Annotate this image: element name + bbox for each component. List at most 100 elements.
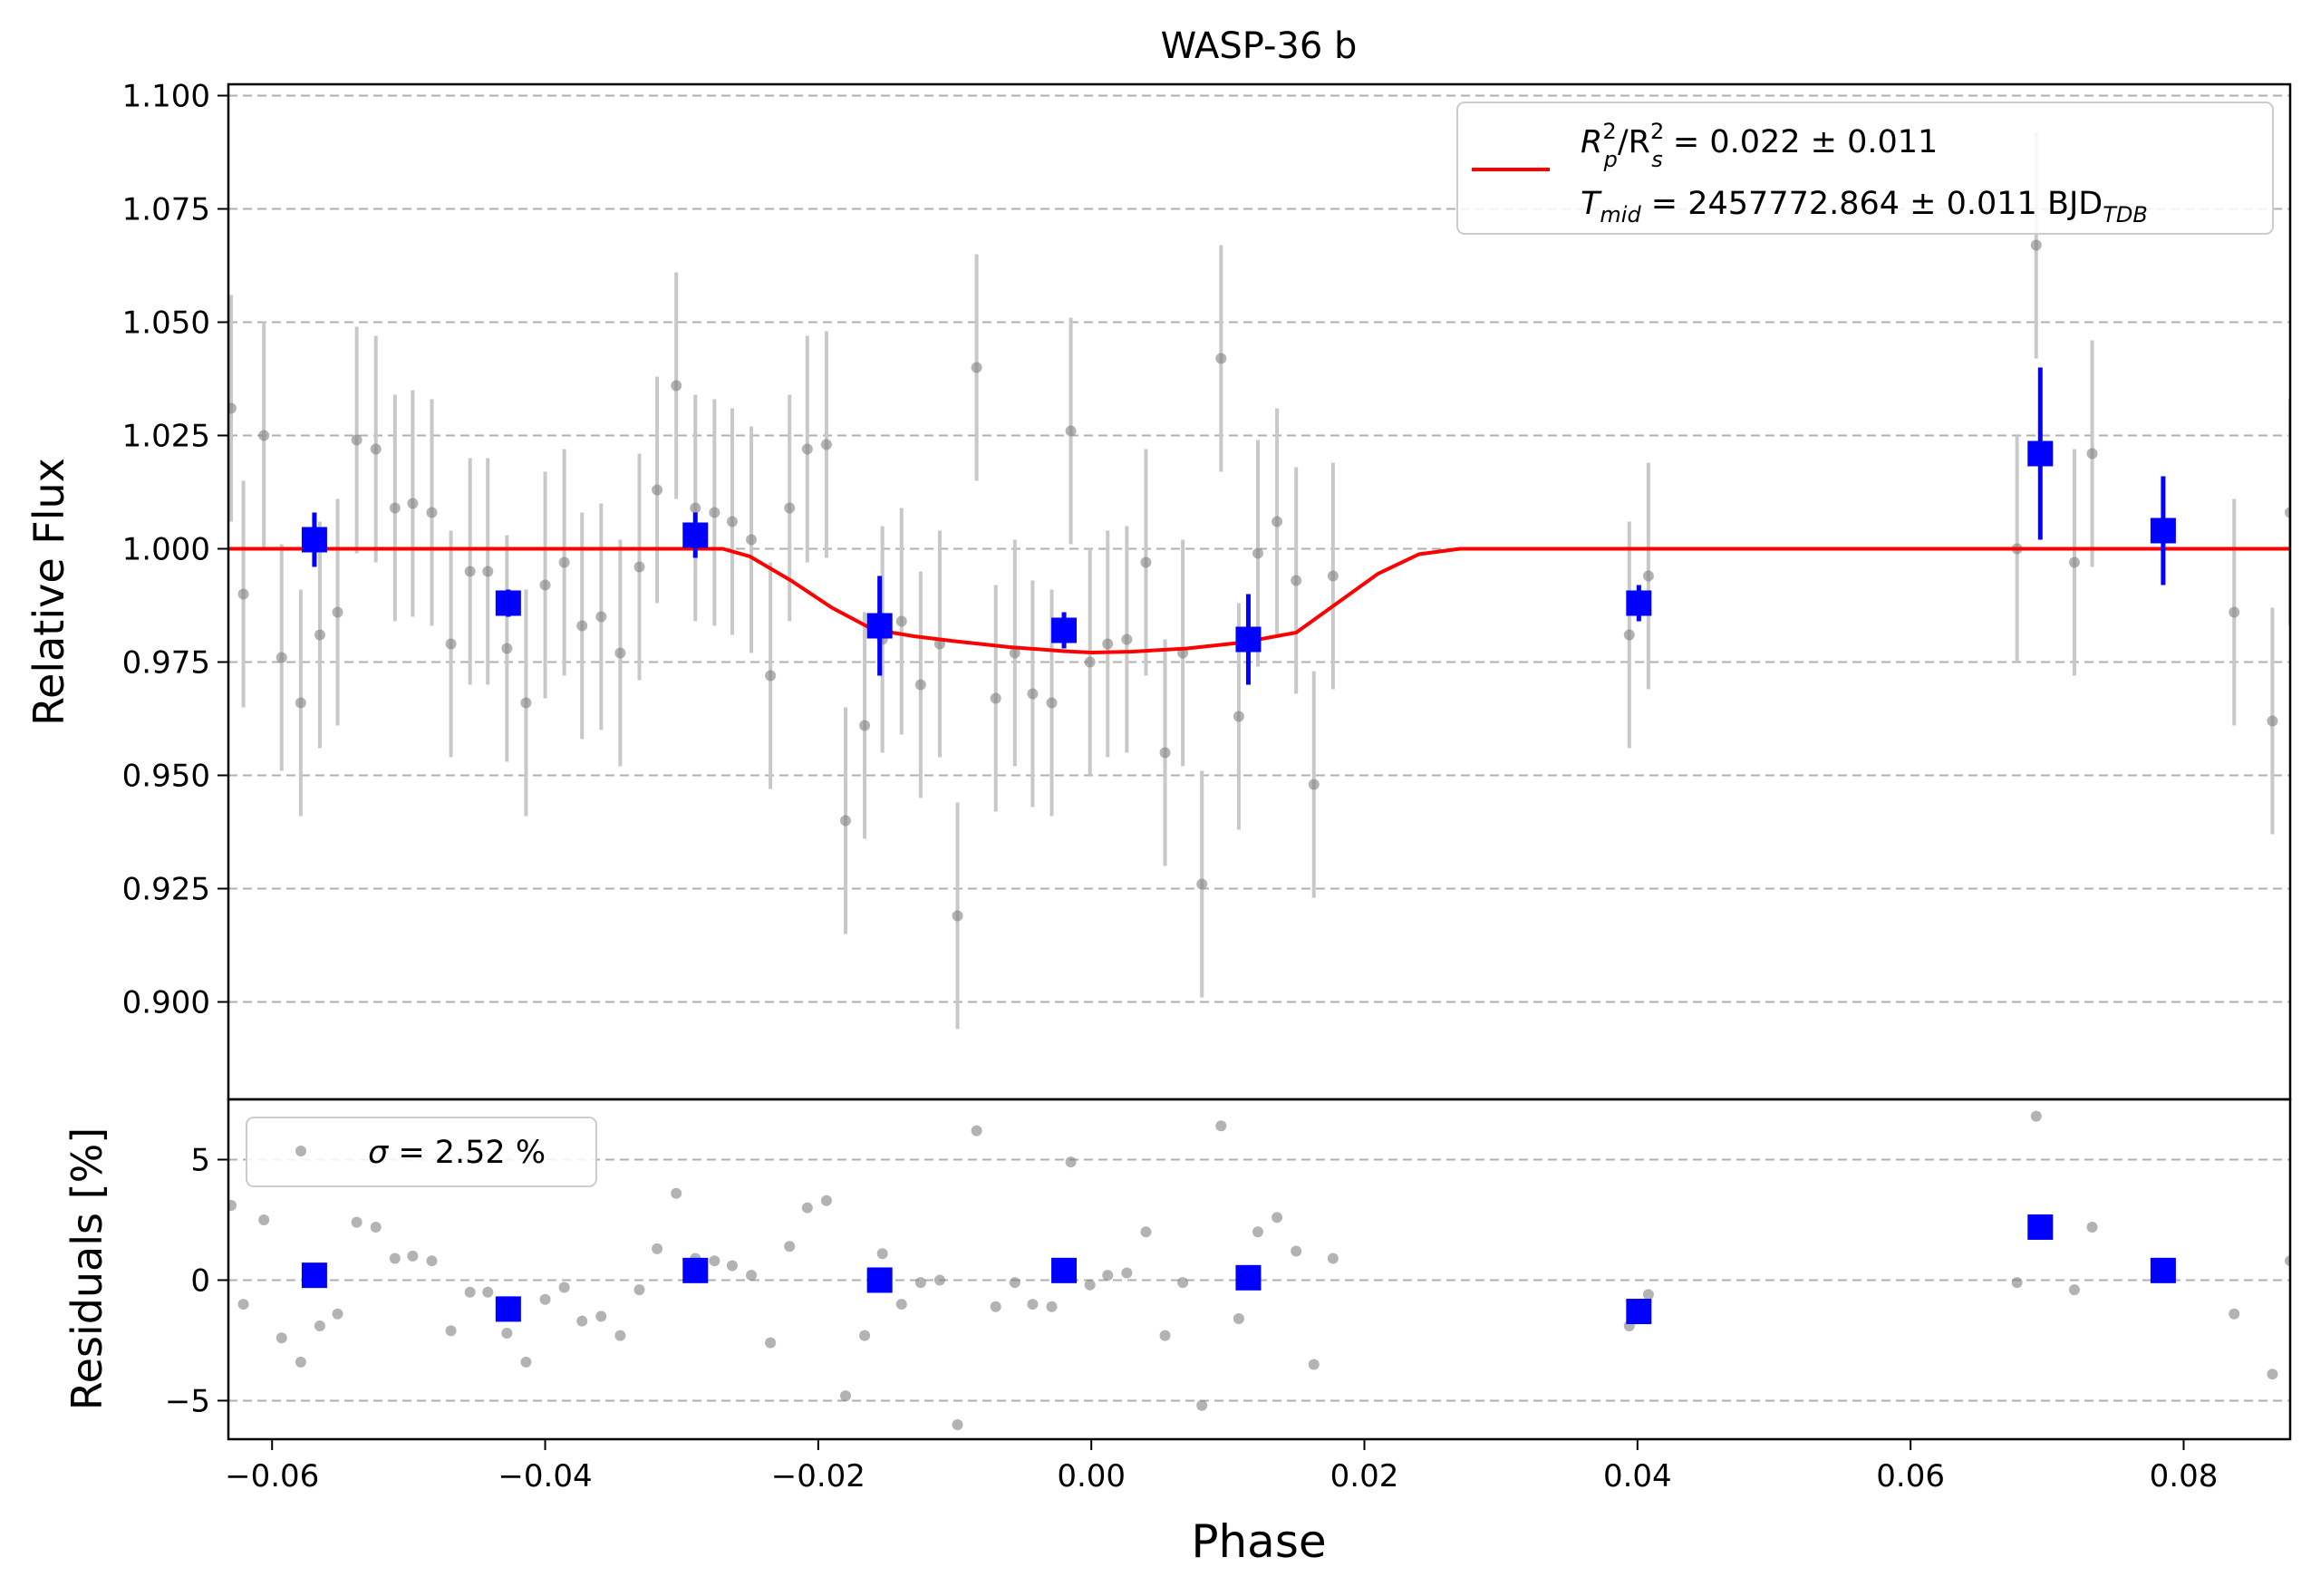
phase-x-tick-label: −0.02 [771,1458,865,1494]
flux-raw-point [1252,547,1263,559]
residuals-raw-point [2086,1221,2098,1233]
flux-raw-point [1027,688,1039,700]
flux-raw-point [1642,570,1654,582]
flux-raw-point [520,697,532,709]
phase-x-ticks: −0.06 −0.04 −0.02 0.00 0.02 0.04 0.06 0.08 [225,1439,2218,1494]
residuals-binned-point [682,1257,709,1283]
flux-raw-point [2267,715,2278,727]
flux-raw-point [1623,629,1635,641]
residuals-raw-point [314,1320,325,1331]
residuals-raw-point [1252,1226,1263,1238]
flux-raw-point [895,615,907,627]
residuals-raw-point [895,1299,907,1311]
residuals-raw-point [2011,1277,2023,1289]
flux-raw-point [595,611,607,623]
residuals-binned-point [1051,1257,1078,1283]
flux-raw-point [2030,239,2042,251]
residuals-raw-point [1140,1226,1152,1238]
flux-raw-point [2285,507,2290,518]
residuals-y-ticks: −5 0 5 [165,1142,228,1419]
flux-raw-point [746,534,758,546]
residuals-raw-point [746,1270,758,1282]
flux-raw-point [1215,353,1227,364]
flux-raw-point [228,402,237,414]
residuals-raw-point [1121,1267,1133,1279]
residuals-raw-point [258,1214,270,1225]
flux-raw-point [1159,747,1171,759]
residuals-raw-point [1027,1299,1039,1311]
residuals-raw-point [914,1277,926,1289]
residuals-raw-point [445,1325,457,1337]
residuals-raw-points [228,1110,2290,1431]
residuals-raw-point [1177,1277,1189,1289]
residuals-legend-box [246,1117,597,1187]
flux-raw-point [652,484,663,496]
residuals-raw-point [2267,1369,2278,1380]
residuals-raw-point [876,1248,888,1260]
residuals-raw-point [576,1315,588,1327]
flux-legend-tmid: Tmid = 2457772.864 ± 0.011 BJDTDB [1581,186,2148,227]
residuals-raw-point [1291,1245,1302,1257]
flux-raw-point [633,561,645,573]
residuals-raw-point [709,1255,720,1267]
residuals-raw-point [1084,1279,1096,1291]
flux-raw-point [351,434,363,446]
flux-raw-point [2086,448,2098,459]
residuals-panel: −5 0 5 −0.06 −0.04 −0.02 0.00 0.02 0.04 0.06 0.08… [63,1098,2292,1568]
residuals-raw-point [652,1243,663,1254]
residuals-raw-point [1159,1330,1171,1341]
residuals-raw-point [820,1195,832,1206]
flux-raw-point [501,643,513,654]
residuals-raw-point [1327,1253,1339,1264]
flux-raw-point [914,679,926,691]
flux-binned-point [1626,590,1652,616]
residuals-binned-point [2027,1214,2054,1240]
flux-y-tick-label: 1.075 [122,192,210,228]
phase-x-axis-label: Phase [1191,1515,1326,1568]
flux-raw-point [1140,556,1152,568]
flux-raw-point [1327,570,1339,582]
transit-model-line [228,547,2290,655]
residuals-binned-point [1235,1264,1262,1291]
flux-raw-point [971,362,982,373]
flux-y-tick-label: 0.975 [122,645,210,682]
flux-binned-point [1235,626,1262,653]
chart-title: WASP-36 b [1161,25,1358,67]
residuals-y-tick-label: 0 [190,1262,210,1299]
residuals-raw-point [933,1274,945,1286]
residuals-y-axis-label: Residuals [%] [63,1127,111,1410]
flux-legend-depth: R2 p/R2 s = 0.022 ± 0.011 [1581,119,1938,172]
flux-binned-point [495,590,521,616]
flux-raw-point [801,443,813,455]
residuals-raw-point [595,1311,607,1322]
residuals-raw-point [1009,1277,1020,1289]
residuals-raw-point [1065,1156,1077,1168]
residuals-raw-point [426,1255,438,1267]
residuals-raw-point [2229,1308,2240,1320]
flux-raw-point [614,647,626,659]
flux-binned-point [301,527,327,553]
residuals-panel-frame [227,1098,2292,1441]
flux-y-tick-label: 0.925 [122,872,210,908]
residuals-raw-point [539,1293,551,1305]
flux-raw-point [1102,638,1114,650]
flux-raw-point [1009,647,1020,659]
flux-raw-point [445,638,457,650]
residuals-raw-point [501,1327,513,1339]
flux-raw-point [558,556,570,568]
residuals-binned-point [301,1262,327,1289]
residuals-raw-point [726,1260,738,1272]
residuals-raw-point [671,1187,682,1199]
residuals-legend: σ = 2.52 % [246,1117,597,1187]
residuals-raw-point [990,1301,1001,1312]
flux-raw-point [952,910,963,922]
flux-raw-point [1065,425,1077,437]
phase-x-tick-label: 0.08 [2150,1458,2219,1494]
residuals-raw-point [237,1299,249,1311]
flux-raw-point [859,720,871,731]
residuals-raw-point [2285,1255,2290,1267]
flux-binned-points [301,367,2176,685]
flux-y-ticks: 0.900 0.925 0.950 0.975 1.000 1.025 1.050 1.075… [122,79,228,1021]
flux-y-tick-label: 1.000 [122,532,210,568]
